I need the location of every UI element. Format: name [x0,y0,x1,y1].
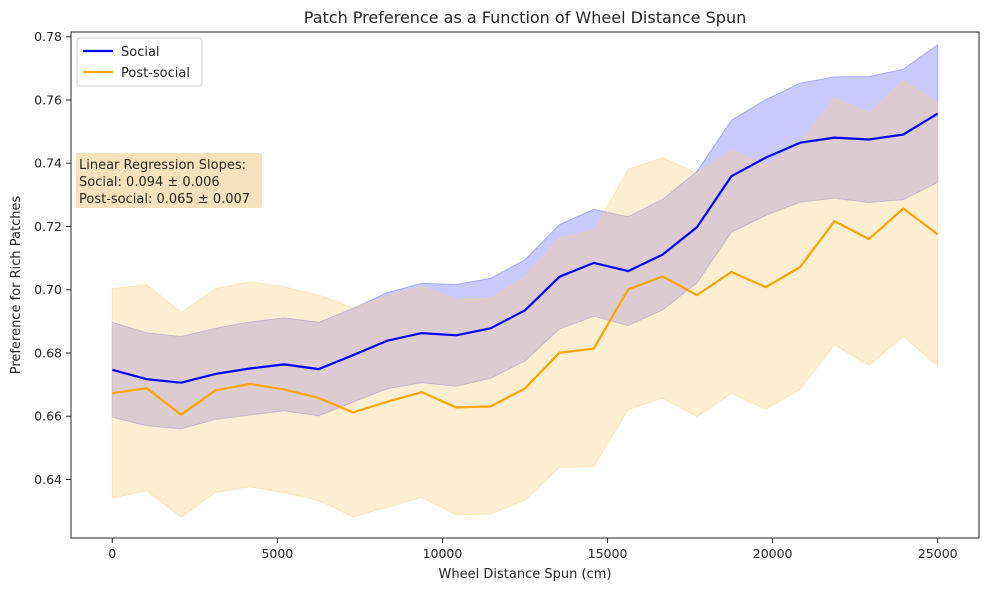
points-social [112,113,938,383]
x-tick-label: 20000 [753,546,793,561]
plot-area-frame [70,31,980,539]
band-post-social [111,80,939,518]
x-axis-label: Wheel Distance Spun (cm) [439,567,612,582]
band-social [111,43,939,430]
series-lines [112,112,939,416]
x-tick-label: 10000 [423,546,463,561]
regression-annotation: Linear Regression Slopes: Social: 0.094 … [76,153,262,208]
y-axis-label: Preference for Rich Patches [9,196,24,375]
annotation-line-3: Post-social: 0.065 ± 0.007 [79,192,250,207]
y-tick-label: 0.66 [34,409,62,424]
y-tick-label: 0.72 [34,219,62,234]
x-tick-label: 25000 [918,546,958,561]
y-tick-label: 0.76 [34,92,62,107]
legend-label-post-social: Post-social [121,66,190,81]
x-tick-label: 5000 [261,546,293,561]
legend: Social Post-social [76,37,203,87]
y-tick-label: 0.68 [34,345,62,360]
x-tick-label: 0 [108,546,116,561]
annotation-box [76,153,262,208]
legend-label-social: Social [121,45,160,60]
y-tick-label: 0.64 [34,472,62,487]
chart-title: Patch Preference as a Function of Wheel … [304,8,746,27]
x-tick-label: 15000 [588,546,628,561]
y-axis-ticks: 0.64 0.66 0.68 0.70 0.72 0.74 0.76 0.78 [34,29,71,487]
points-post-social [112,208,938,415]
annotation-line-2: Social: 0.094 ± 0.006 [79,175,220,190]
annotation-line-1: Linear Regression Slopes: [79,158,246,173]
y-tick-label: 0.74 [34,156,62,171]
confidence-bands [111,43,939,518]
y-tick-label: 0.78 [34,29,62,44]
y-tick-label: 0.70 [34,282,62,297]
x-axis-ticks: 0 5000 10000 15000 20000 25000 [108,538,958,561]
